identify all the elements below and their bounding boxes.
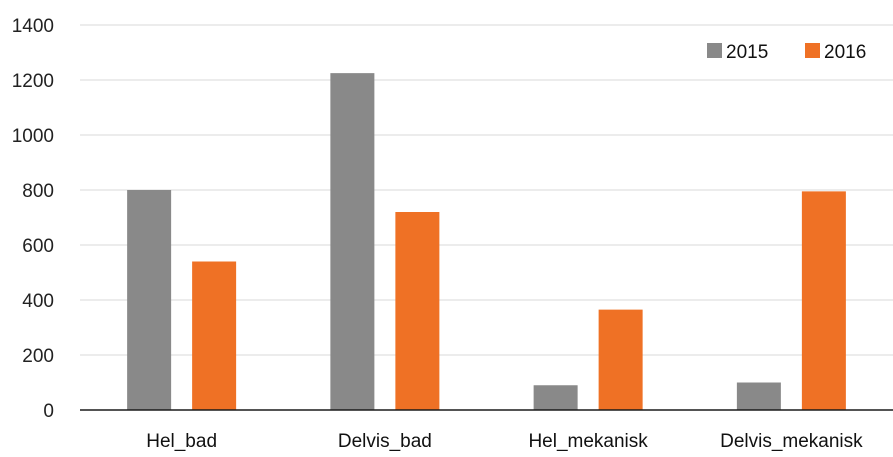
legend: 2015 2016: [707, 42, 866, 63]
y-tick-label: 0: [43, 401, 54, 422]
y-tick-label: 400: [22, 291, 54, 312]
bar-2015-Delvis_mekanisk: [736, 382, 781, 410]
y-tick-label: 800: [22, 181, 54, 202]
legend-swatch-2015: [707, 43, 722, 58]
bar-2016-Delvis_mekanisk: [801, 191, 846, 410]
bars: [127, 73, 846, 410]
x-tick-label: Delvis_mekanisk: [720, 431, 863, 452]
y-tick-label: 200: [22, 346, 54, 367]
y-tick-label: 1400: [12, 16, 54, 37]
x-axis-labels: Hel_bad Delvis_bad Hel_mekanisk Delvis_meka…: [146, 431, 863, 452]
x-tick-label: Delvis_bad: [338, 431, 432, 452]
y-tick-label: 1200: [12, 71, 54, 92]
legend-label-2016: 2016: [824, 42, 866, 63]
y-axis-ticks: 0 200 400 600 800 1000 1200 1400: [12, 16, 54, 422]
bar-2015-Hel_mekanisk: [533, 385, 578, 410]
y-tick-label: 1000: [12, 126, 54, 147]
legend-swatch-2016: [805, 43, 820, 58]
bar-2015-Hel_bad: [127, 190, 172, 410]
x-tick-label: Hel_mekanisk: [528, 431, 648, 452]
bar-2015-Delvis_bad: [330, 73, 375, 410]
legend-label-2015: 2015: [726, 42, 768, 63]
bar-2016-Hel_bad: [192, 261, 237, 410]
bar-2016-Delvis_bad: [395, 212, 440, 410]
bar-2016-Hel_mekanisk: [598, 309, 643, 410]
y-tick-label: 600: [22, 236, 54, 257]
x-tick-label: Hel_bad: [146, 431, 217, 452]
